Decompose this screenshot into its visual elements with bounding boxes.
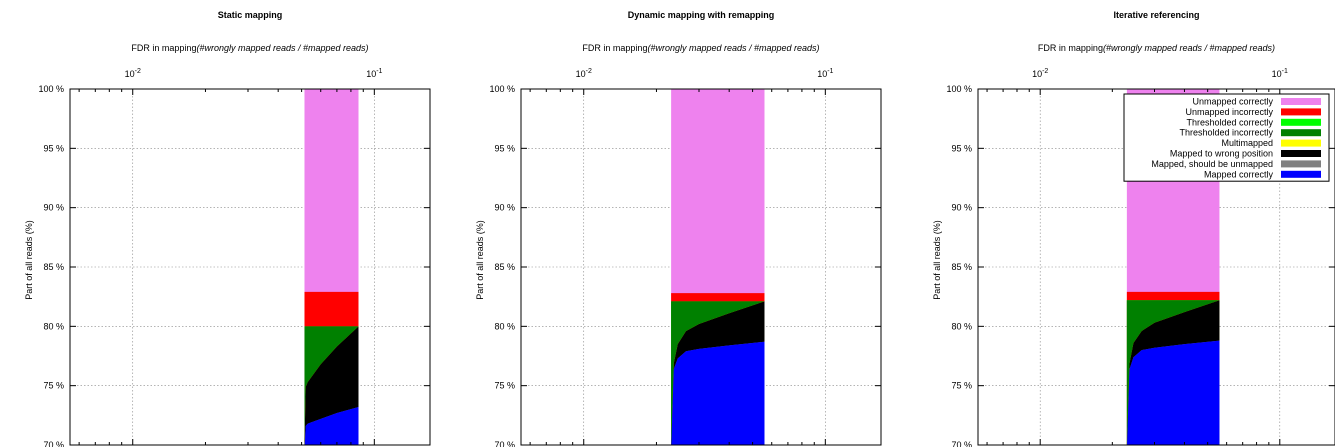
y-tick-label: 90 % [43, 203, 64, 213]
x-tick-label: 10-2 [125, 68, 141, 79]
x-tick-exponent: -1 [1282, 68, 1288, 75]
x-tick-label: 10-1 [366, 68, 382, 79]
y-tick-label: 100 % [489, 84, 515, 94]
legend-swatch [1281, 129, 1321, 137]
legend-label: Mapped, should be unmapped [1151, 159, 1273, 169]
y-tick-label: 90 % [951, 203, 972, 213]
y-tick-label: 95 % [951, 143, 972, 153]
y-axis-label: Part of all reads (%) [932, 220, 942, 300]
legend-swatch [1281, 170, 1321, 178]
y-tick-label: 75 % [951, 381, 972, 391]
x-axis-label-prefix: FDR in mapping [1038, 43, 1103, 53]
x-tick-base: 10 [1032, 69, 1042, 79]
x-axis-label-italic: (#wrongly mapped reads / #mapped reads) [1103, 43, 1275, 53]
legend-label: Mapped correctly [1204, 169, 1274, 179]
x-tick-label: 10-1 [817, 68, 833, 79]
y-tick-label: 100 % [946, 84, 972, 94]
x-axis-label-prefix: FDR in mapping [131, 43, 196, 53]
chart-title: Iterative referencing [1113, 10, 1199, 20]
x-tick-label: 10-2 [1032, 68, 1048, 79]
x-tick-label: 10-2 [576, 68, 592, 79]
legend-label: Unmapped incorrectly [1185, 107, 1273, 117]
y-tick-label: 85 % [43, 262, 64, 272]
x-tick-exponent: -2 [1042, 68, 1048, 75]
chart-title: Dynamic mapping with remapping [628, 10, 775, 20]
x-axis-label-italic: (#wrongly mapped reads / #mapped reads) [196, 43, 368, 53]
y-tick-label: 75 % [494, 381, 515, 391]
x-tick-base: 10 [1272, 69, 1282, 79]
legend-label: Thresholded incorrectly [1179, 128, 1273, 138]
y-tick-label: 85 % [951, 262, 972, 272]
legend-swatch [1281, 150, 1321, 157]
y-tick-label: 75 % [43, 381, 64, 391]
y-tick-label: 85 % [494, 262, 515, 272]
x-tick-exponent: -2 [135, 68, 141, 75]
x-axis-label: FDR in mapping(#wrongly mapped reads / #… [582, 43, 819, 53]
y-tick-label: 95 % [494, 143, 515, 153]
x-axis-label: FDR in mapping(#wrongly mapped reads / #… [131, 43, 368, 53]
chart-panel-2: 70 %75 %80 %85 %90 %95 %100 %10-2 10-1Dyn… [475, 10, 882, 447]
area-group [304, 89, 359, 445]
area-group [671, 89, 765, 445]
y-tick-label: 70 % [494, 440, 515, 447]
x-tick-exponent: -1 [376, 68, 382, 75]
chart-panel-1: 70 %75 %80 %85 %90 %95 %100 %10-2 10-1Sta… [24, 10, 431, 447]
y-tick-label: 70 % [43, 440, 64, 447]
legend-swatch [1281, 160, 1321, 168]
y-tick-label: 90 % [494, 203, 515, 213]
legend-label: Unmapped correctly [1192, 97, 1273, 107]
legend-swatch [1281, 98, 1321, 105]
area-series-mapped-correctly [671, 341, 765, 445]
legend-label: Thresholded correctly [1186, 117, 1273, 127]
chart-panel-3: 70 %75 %80 %85 %90 %95 %100 %10-2 10-1Ite… [932, 10, 1335, 447]
legend-swatch [1281, 108, 1321, 116]
x-tick-base: 10 [576, 69, 586, 79]
y-tick-label: 70 % [951, 440, 972, 447]
area-series-mapped-correctly [1127, 340, 1220, 445]
x-axis-label: FDR in mapping(#wrongly mapped reads / #… [1038, 43, 1275, 53]
legend-label: Mapped to wrong position [1170, 149, 1273, 159]
y-tick-label: 100 % [38, 84, 64, 94]
x-axis-label-prefix: FDR in mapping [582, 43, 647, 53]
y-axis-label: Part of all reads (%) [24, 220, 34, 300]
y-tick-label: 95 % [43, 143, 64, 153]
y-tick-label: 80 % [494, 321, 515, 331]
x-tick-exponent: -1 [827, 68, 833, 75]
x-tick-label: 10-1 [1272, 68, 1288, 79]
chart-title: Static mapping [218, 10, 283, 20]
y-tick-label: 80 % [951, 321, 972, 331]
legend-label: Multimapped [1221, 138, 1273, 148]
y-axis-label: Part of all reads (%) [475, 220, 485, 300]
x-tick-exponent: -2 [586, 68, 592, 75]
legend-swatch [1281, 139, 1321, 147]
x-tick-base: 10 [125, 69, 135, 79]
legend-swatch [1281, 118, 1321, 126]
y-tick-label: 80 % [43, 321, 64, 331]
x-tick-base: 10 [366, 69, 376, 79]
x-tick-base: 10 [817, 69, 827, 79]
area-series-mapped-correctly [304, 407, 359, 445]
x-axis-label-italic: (#wrongly mapped reads / #mapped reads) [647, 43, 819, 53]
